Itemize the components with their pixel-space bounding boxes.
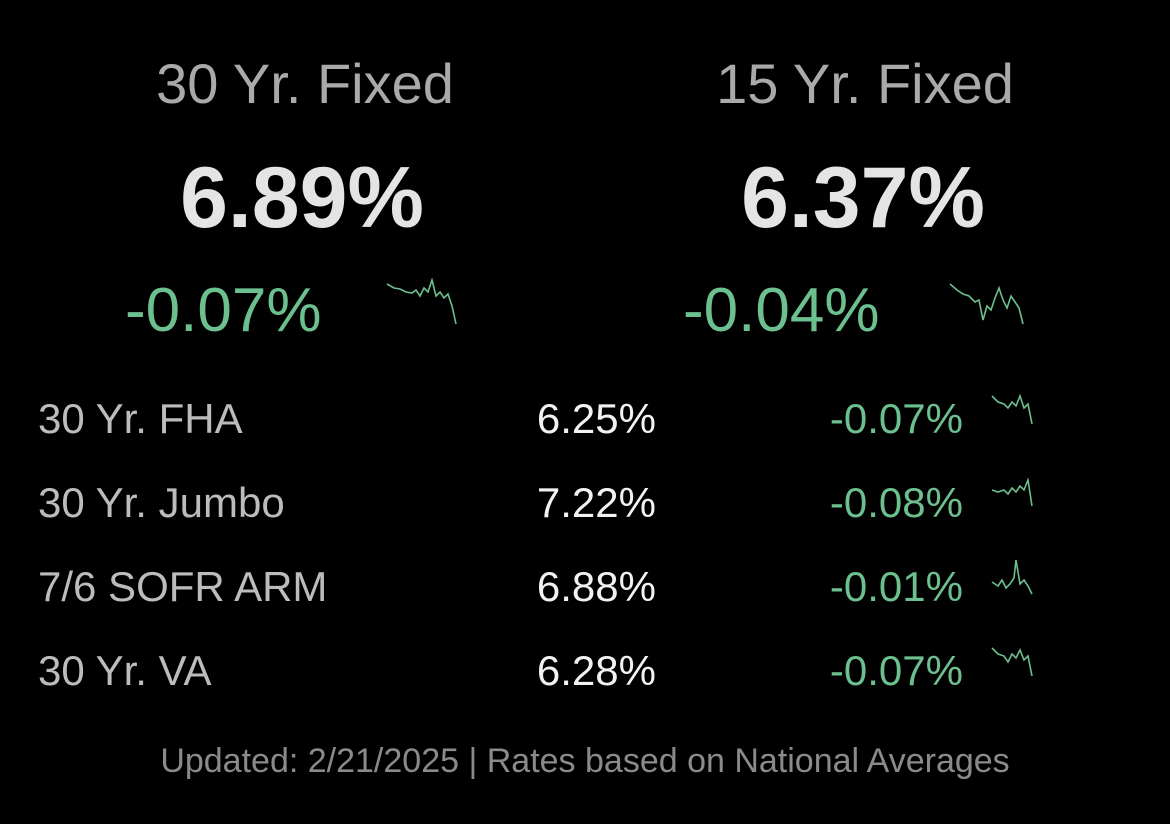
sparkline	[991, 647, 1033, 677]
featured-change: -0.04%	[683, 276, 880, 345]
sparkline	[386, 278, 457, 325]
row-rate: 7.22%	[536, 479, 656, 526]
row-change: -0.07%	[829, 395, 963, 442]
sparkline	[991, 559, 1033, 595]
row-rate: 6.88%	[536, 563, 656, 610]
row-label: 7/6 SOFR ARM	[38, 563, 328, 610]
featured-change: -0.07%	[125, 276, 322, 345]
row-change: -0.01%	[829, 563, 963, 610]
row-label: 30 Yr. Jumbo	[38, 479, 285, 526]
featured-rate: 6.89%	[180, 150, 424, 246]
row-change: -0.08%	[829, 479, 963, 526]
sparkline	[949, 283, 1024, 325]
row-rate: 6.28%	[536, 647, 656, 694]
sparkline	[991, 393, 1033, 425]
row-label: 30 Yr. FHA	[38, 395, 243, 442]
row-rate: 6.25%	[536, 395, 656, 442]
featured-rate: 6.37%	[741, 150, 985, 246]
row-change: -0.07%	[829, 647, 963, 694]
featured-label: 30 Yr. Fixed	[156, 52, 454, 115]
sparkline	[991, 478, 1033, 507]
featured-label: 15 Yr. Fixed	[716, 52, 1014, 115]
footer-note: Updated: 2/21/2025 | Rates based on Nati…	[160, 742, 1010, 780]
row-label: 30 Yr. VA	[38, 647, 212, 694]
